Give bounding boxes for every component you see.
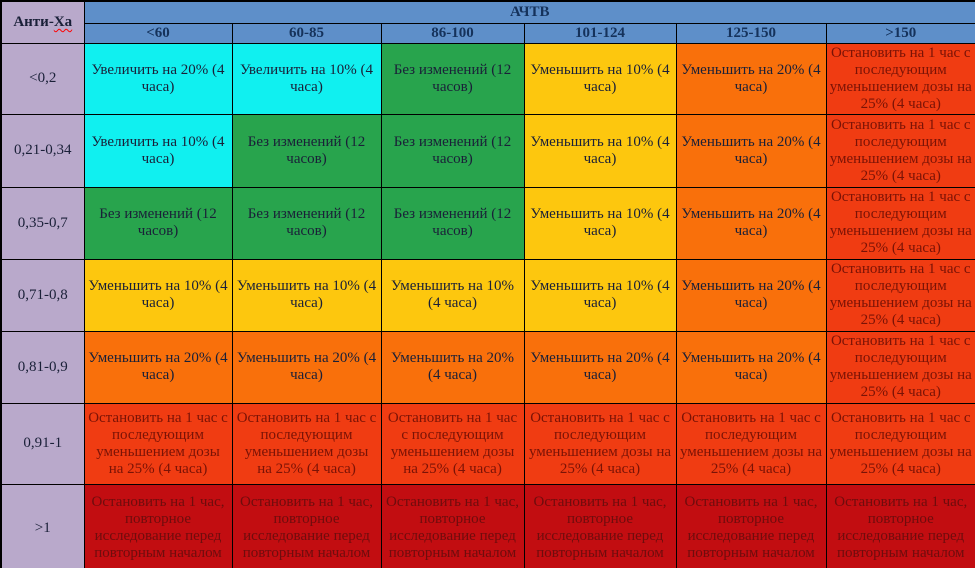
- dose-cell: Остановить на 1 час с последующим уменьш…: [825, 258, 975, 332]
- corner-cell-anti-xa: Анти-Ха: [0, 0, 85, 44]
- col-header: >150: [825, 22, 975, 44]
- anti-xa-label-prefix: Анти-: [13, 13, 54, 30]
- dose-cell: Без изменений (12 часов): [380, 42, 525, 115]
- dose-cell: Уменьшить на 20% (4 часа): [83, 330, 233, 404]
- dose-cell: Без изменений (12 часов): [231, 186, 382, 260]
- row-label: <0,2: [0, 42, 85, 115]
- dose-cell: Уменьшить на 20% (4 часа): [675, 330, 827, 404]
- dose-cell: Без изменений (12 часов): [83, 186, 233, 260]
- row-label: 0,21-0,34: [0, 113, 85, 188]
- row-label: 0,35-0,7: [0, 186, 85, 260]
- table-row: 0,91-1 Остановить на 1 час с последующим …: [0, 402, 975, 485]
- dose-cell: Увеличить на 10% (4 часа): [231, 42, 382, 115]
- table-row: 0,81-0,9 Уменьшить на 20% (4 часа) Уменьши…: [0, 330, 975, 404]
- col-header: 125-150: [675, 22, 827, 44]
- group-header-achtv: АЧТВ: [83, 0, 975, 24]
- col-header: 60-85: [231, 22, 382, 44]
- row-label: >1: [0, 483, 85, 568]
- dose-cell: Остановить на 1 час с последующим уменьш…: [380, 402, 525, 485]
- dose-cell: Остановить на 1 час с последующим уменьш…: [523, 402, 677, 485]
- dose-cell: Уменьшить на 20% (4 часа): [675, 113, 827, 188]
- dose-cell: Остановить на 1 час, повторное исследова…: [523, 483, 677, 568]
- dose-cell: Остановить на 1 час, повторное исследова…: [83, 483, 233, 568]
- group-header-row: Анти-Ха АЧТВ: [0, 0, 975, 44]
- dose-cell: Остановить на 1 час с последующим уменьш…: [825, 113, 975, 188]
- row-label: 0,81-0,9: [0, 330, 85, 404]
- table-row: 0,35-0,7 Без изменений (12 часов) Без изме…: [0, 186, 975, 260]
- table-row: >1 Остановить на 1 час, повторное исследо…: [0, 483, 975, 568]
- dose-cell: Уменьшить на 20% (4 часа): [675, 186, 827, 260]
- dose-cell: Остановить на 1 час с последующим уменьш…: [231, 402, 382, 485]
- table-row: 0,71-0,8 Уменьшить на 10% (4 часа) Уменьши…: [0, 258, 975, 332]
- dose-cell: Остановить на 1 час с последующим уменьш…: [825, 330, 975, 404]
- dose-cell: Без изменений (12 часов): [380, 186, 525, 260]
- col-header: 101-124: [523, 22, 677, 44]
- dose-cell: Уменьшить на 10% (4 часа): [231, 258, 382, 332]
- dose-cell: Остановить на 1 час с последующим уменьш…: [825, 402, 975, 485]
- dose-cell: Уменьшить на 10% (4 часа): [523, 42, 677, 115]
- dose-cell: Уменьшить на 20% (4 часа): [523, 330, 677, 404]
- dose-cell: Уменьшить на 20% (4 часа): [231, 330, 382, 404]
- dose-cell: Уменьшить на 20% (4 часа): [380, 330, 525, 404]
- dose-cell: Остановить на 1 час, повторное исследова…: [825, 483, 975, 568]
- dose-cell: Остановить на 1 час с последующим уменьш…: [675, 402, 827, 485]
- anti-xa-label-suffix: Ха: [53, 13, 73, 30]
- dose-cell: Уменьшить на 10% (4 часа): [523, 258, 677, 332]
- dose-cell: Остановить на 1 час, повторное исследова…: [380, 483, 525, 568]
- row-label: 0,91-1: [0, 402, 85, 485]
- dose-cell: Остановить на 1 час с последующим уменьш…: [825, 42, 975, 115]
- dose-cell: Уменьшить на 20% (4 часа): [675, 258, 827, 332]
- dose-cell: Остановить на 1 час, повторное исследова…: [231, 483, 382, 568]
- dose-cell: Без изменений (12 часов): [231, 113, 382, 188]
- dose-cell: Уменьшить на 20% (4 часа): [675, 42, 827, 115]
- col-header: 86-100: [380, 22, 525, 44]
- table-row: <0,2 Увеличить на 20% (4 часа) Увеличить н…: [0, 42, 975, 115]
- column-header-row: <60 60-85 86-100 101-124 125-150 >150: [1, 22, 975, 44]
- dose-cell: Остановить на 1 час, повторное исследова…: [675, 483, 827, 568]
- table-row: 0,21-0,34 Увеличить на 10% (4 часа) Без из…: [0, 113, 975, 188]
- dose-cell: Уменьшить на 10% (4 часа): [380, 258, 525, 332]
- dose-cell: Уменьшить на 10% (4 часа): [523, 186, 677, 260]
- dose-cell: Остановить на 1 час с последующим уменьш…: [825, 186, 975, 260]
- col-header: <60: [83, 22, 233, 44]
- dose-cell: Увеличить на 10% (4 часа): [83, 113, 233, 188]
- dose-cell: Уменьшить на 10% (4 часа): [523, 113, 677, 188]
- row-label: 0,71-0,8: [0, 258, 85, 332]
- table-header: Анти-Ха АЧТВ <60 60-85 86-100 101-124 125-15…: [0, 0, 975, 44]
- dose-cell: Уменьшить на 10% (4 часа): [83, 258, 233, 332]
- dose-cell: Остановить на 1 час с последующим уменьш…: [83, 402, 233, 485]
- dose-cell: Без изменений (12 часов): [380, 113, 525, 188]
- dose-cell: Увеличить на 20% (4 часа): [83, 42, 233, 115]
- table-body: <0,2 Увеличить на 20% (4 часа) Увеличить н…: [0, 42, 975, 568]
